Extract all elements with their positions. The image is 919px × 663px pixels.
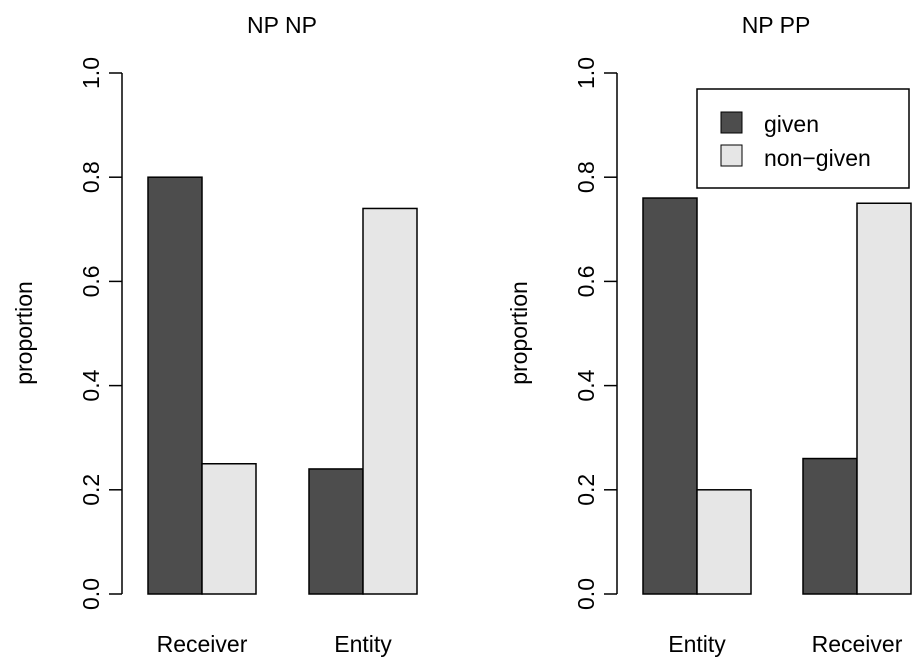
- bar-receiver-non-given: [856, 202, 912, 595]
- x-tick-label-entity: Entity: [668, 631, 726, 657]
- bars-np-pp: [642, 197, 912, 595]
- y-tick-label: 0.8: [78, 161, 104, 193]
- x-tick-label-entity: Entity: [334, 631, 392, 657]
- legend-label-non-given: non−given: [764, 145, 871, 171]
- bar-receiver-given: [802, 457, 858, 595]
- y-tick-label: 0.0: [573, 578, 599, 610]
- legend-swatch-given: [720, 111, 743, 134]
- y-tick-label: 0.6: [78, 265, 104, 297]
- x-tick-labels-np-np: Receiver Entity: [157, 631, 393, 657]
- y-axis-np-pp: 0.0 0.2 0.4 0.6 0.8 1.0: [573, 57, 618, 610]
- chart-title-np-np: NP NP: [247, 12, 317, 38]
- panel-np-pp: NP PP proportion 0.0 0.2 0.4 0.6 0.8 1.0 Enti…: [506, 12, 912, 657]
- y-tick-label: 0.2: [78, 474, 104, 506]
- bar-entity-non-given: [696, 489, 752, 595]
- panel-np-np: NP NP proportion 0.0 0.2 0.4 0.6 0.8 1.0 Rece…: [11, 12, 418, 657]
- bars-np-np: [147, 176, 418, 595]
- y-tick-label: 0.0: [78, 578, 104, 610]
- legend-label-given: given: [764, 111, 819, 137]
- chart-title-np-pp: NP PP: [742, 12, 811, 38]
- y-tick-label: 0.4: [78, 369, 104, 401]
- y-axis-np-np: 0.0 0.2 0.4 0.6 0.8 1.0: [78, 57, 123, 610]
- x-tick-label-receiver: Receiver: [812, 631, 903, 657]
- bar-receiver-non-given: [201, 463, 257, 595]
- legend-box: [696, 88, 910, 189]
- bar-receiver-given: [147, 176, 203, 595]
- legend: given non−given: [696, 88, 910, 189]
- y-tick-label: 1.0: [573, 57, 599, 89]
- y-tick-label: 0.4: [573, 369, 599, 401]
- bar-entity-non-given: [362, 207, 418, 595]
- bar-entity-given: [642, 197, 698, 595]
- x-tick-labels-np-pp: Entity Receiver: [668, 631, 902, 657]
- y-tick-label: 0.8: [573, 161, 599, 193]
- y-axis-label-np-np: proportion: [11, 281, 37, 385]
- x-tick-label-receiver: Receiver: [157, 631, 248, 657]
- y-tick-label: 1.0: [78, 57, 104, 89]
- legend-swatch-non-given: [720, 144, 743, 167]
- y-tick-label: 0.6: [573, 265, 599, 297]
- bar-entity-given: [308, 468, 364, 595]
- y-axis-label-np-pp: proportion: [506, 281, 532, 385]
- y-tick-label: 0.2: [573, 474, 599, 506]
